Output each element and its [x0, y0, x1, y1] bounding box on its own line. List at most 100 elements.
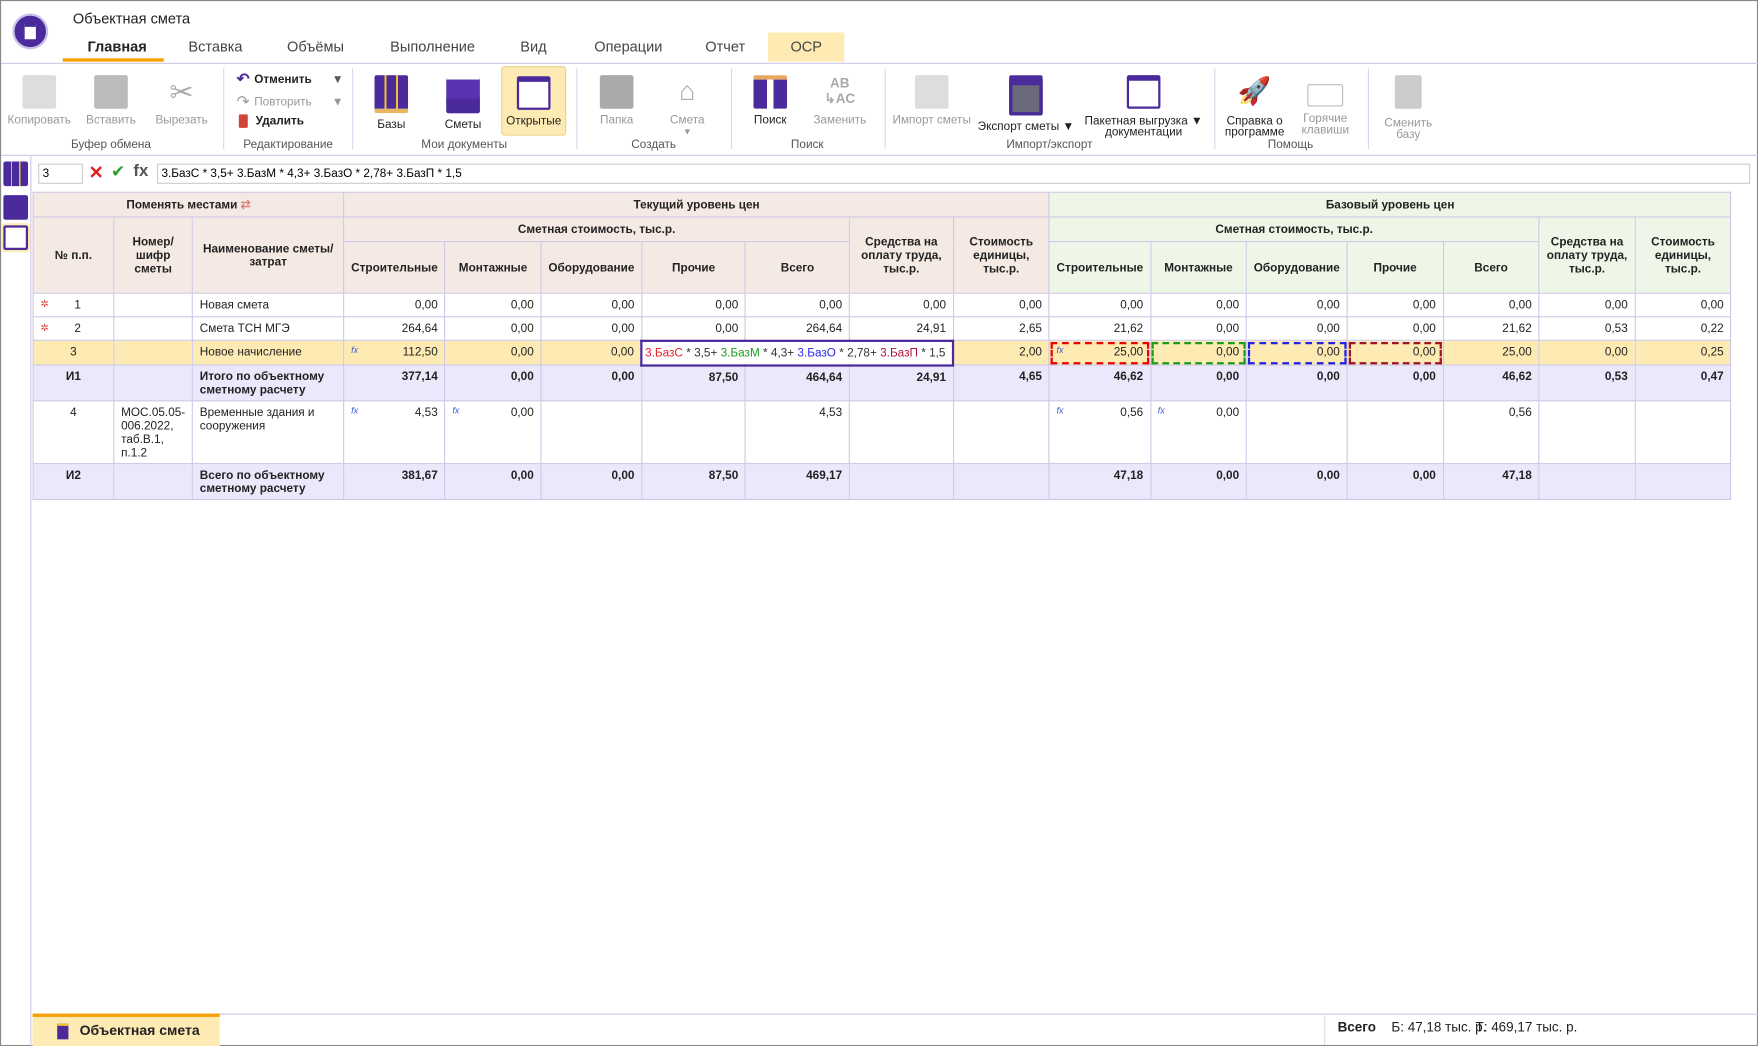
cell-base[interactable]: 25,00	[1442, 339, 1540, 366]
cell-code[interactable]	[113, 292, 194, 318]
cell-code[interactable]: МОС.05.05-006.2022, таб.В.1, п.1.2	[113, 400, 194, 465]
cell-num[interactable]: 3	[32, 339, 115, 366]
bases-button[interactable]: Базы	[360, 71, 423, 131]
tab-insert[interactable]: Вставка	[188, 38, 243, 55]
cell-current[interactable]	[952, 463, 1050, 501]
cell-current[interactable]: 2,00	[952, 339, 1050, 366]
opened-button[interactable]: Открытые	[501, 66, 567, 136]
cell-reference-input[interactable]	[38, 163, 83, 184]
cell-current[interactable]: 0,00	[444, 364, 542, 402]
cell-current[interactable]: 381,67	[343, 463, 446, 501]
cell-current[interactable]: 0,00	[444, 316, 542, 341]
cell-base[interactable]: 46,62	[1442, 364, 1540, 402]
cell-base[interactable]: 0,00	[1538, 292, 1636, 318]
cell-base[interactable]: 0,00	[1048, 292, 1152, 318]
copy-button[interactable]: Копировать	[6, 71, 73, 127]
cell-current[interactable]: 0,00	[848, 292, 954, 318]
cell-base[interactable]: 47,18	[1048, 463, 1152, 501]
cell-base[interactable]: fx 0,00	[1149, 400, 1247, 465]
change-base-button[interactable]: Сменить базу	[1376, 71, 1441, 140]
replace-button[interactable]: AB ↳AC Заменить	[808, 71, 871, 127]
cell-current[interactable]: 469,17	[745, 463, 850, 501]
cell-base[interactable]	[1538, 400, 1636, 465]
cell-current[interactable]: 0,00	[343, 292, 446, 318]
cell-base[interactable]: 0,56	[1442, 400, 1540, 465]
cell-base[interactable]: 46,62	[1048, 364, 1152, 402]
cell-base[interactable]: 0,00	[1149, 292, 1247, 318]
sidebar-opened-icon[interactable]	[3, 225, 29, 251]
table-row[interactable]: 4 МОС.05.05-006.2022, таб.В.1, п.1.2 Време…	[32, 400, 1732, 465]
cell-base[interactable]: 0,00	[1149, 364, 1247, 402]
cell-current[interactable]: 0,00	[952, 292, 1050, 318]
cell-base[interactable]: 0,00	[1245, 292, 1348, 318]
cell-code[interactable]	[113, 339, 194, 366]
tab-volumes[interactable]: Объёмы	[287, 38, 344, 55]
cell-current[interactable]: 264,64	[343, 316, 446, 341]
cell-current[interactable]: 87,50	[641, 463, 747, 501]
cell-base[interactable]: 21,62	[1048, 316, 1152, 341]
cell-current[interactable]: 0,00	[540, 316, 643, 341]
cell-name[interactable]: Итого по объектному сметному расчету	[191, 364, 345, 402]
accept-formula-icon[interactable]: ✔	[110, 162, 126, 182]
search-button[interactable]: Поиск	[741, 71, 799, 127]
cell-base[interactable]: 0,00	[1149, 463, 1247, 501]
hotkeys-button[interactable]: Горячие клавиши	[1293, 71, 1358, 136]
cell-current[interactable]: 0,00	[540, 463, 643, 501]
cell-num[interactable]: И2	[32, 463, 115, 501]
cell-current[interactable]: 24,91	[848, 364, 954, 402]
cell-name[interactable]: Смета ТСН МГЭ	[191, 316, 345, 341]
cell-base[interactable]: 0,00	[1634, 292, 1732, 318]
table-row[interactable]: ✲ 2 Смета ТСН МГЭ 264,64 0,00 0,00 0,00 264,64 2…	[32, 316, 1732, 341]
cell-base[interactable]: 0,00	[1538, 339, 1636, 366]
cell-base[interactable]: 0,00	[1346, 316, 1444, 341]
cell-base[interactable]: 0,00	[1245, 463, 1348, 501]
cell-base[interactable]: 0,00	[1346, 364, 1444, 402]
cell-current[interactable]: 0,00	[444, 339, 542, 366]
paste-button[interactable]: Вставить	[80, 71, 143, 127]
cell-base[interactable]: 0,00	[1346, 339, 1444, 366]
cell-name[interactable]: Всего по объектному сметному расчету	[191, 463, 345, 501]
cell-current[interactable]: 24,91	[848, 316, 954, 341]
cell-current[interactable]: 0,00	[641, 316, 747, 341]
cell-current[interactable]	[540, 400, 643, 465]
cell-current[interactable]: 4,53	[745, 400, 850, 465]
tab-osr[interactable]: ОСР	[768, 32, 845, 62]
cell-current[interactable]	[952, 400, 1050, 465]
cell-name[interactable]: Временные здания и сооружения	[191, 400, 345, 465]
cell-current[interactable]	[848, 463, 954, 501]
cell-current[interactable]: fx 0,00	[444, 400, 542, 465]
fx-icon[interactable]: fx	[133, 161, 149, 181]
cell-current[interactable]: 264,64	[745, 316, 850, 341]
cell-name[interactable]: Новое начисление	[191, 339, 345, 366]
redo-button[interactable]: ↷ Повторить ▼	[237, 92, 344, 111]
cell-code[interactable]	[113, 364, 194, 402]
cell-base[interactable]: 0,00	[1245, 339, 1348, 366]
undo-button[interactable]: ↶ Отменить ▼	[237, 70, 344, 89]
cell-current[interactable]: fx 112,50	[343, 339, 446, 366]
cell-base[interactable]	[1245, 400, 1348, 465]
cell-current[interactable]: 0,00	[540, 339, 643, 366]
table-row[interactable]: И2 Всего по объектному сметному расчету 38…	[32, 463, 1732, 501]
cell-base[interactable]	[1346, 400, 1444, 465]
cell-base[interactable]	[1634, 400, 1732, 465]
sidebar-bases-icon[interactable]	[3, 161, 29, 187]
cell-base[interactable]: 21,62	[1442, 316, 1540, 341]
cell-num[interactable]: И1	[32, 364, 115, 402]
tab-operations[interactable]: Операции	[594, 38, 663, 55]
cell-current[interactable]: 2,65	[952, 316, 1050, 341]
chevron-down-icon[interactable]: ▼	[331, 72, 344, 86]
cell-current[interactable]	[641, 400, 747, 465]
estimates-button[interactable]: Сметы	[432, 71, 495, 131]
cell-name[interactable]: Новая смета	[191, 292, 345, 318]
cell-current[interactable]: 0,00	[444, 463, 542, 501]
formula-input[interactable]	[156, 163, 1751, 184]
cell-base[interactable]: 0,25	[1634, 339, 1732, 366]
folder-button[interactable]: Папка	[586, 71, 647, 127]
cell-current[interactable]: 464,64	[745, 364, 850, 402]
cut-button[interactable]: ✂ Вырезать	[151, 71, 212, 127]
cell-num[interactable]: ✲ 2	[32, 316, 115, 341]
cell-base[interactable]: 0,53	[1538, 364, 1636, 402]
cell-code[interactable]	[113, 463, 194, 501]
create-estimate-button[interactable]: ⌂ Смета ▼	[657, 71, 718, 137]
cell-base[interactable]: 0,00	[1149, 339, 1247, 366]
